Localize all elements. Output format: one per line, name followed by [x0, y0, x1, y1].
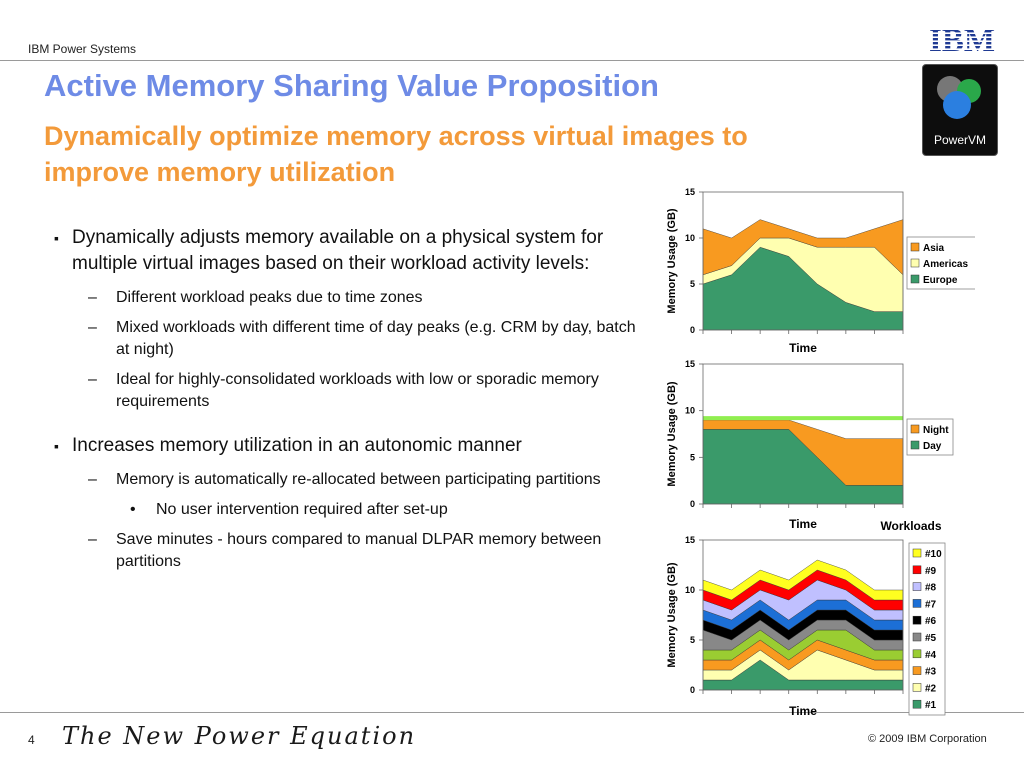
legend-swatch-n8	[912, 582, 922, 591]
bullet-2-1-1: No user intervention required after set-…	[52, 499, 652, 521]
legend-label-n7: #7	[925, 599, 937, 610]
ibm-logo-text: IBM	[929, 23, 995, 54]
y-axis-label: Memory Usage (GB)	[666, 562, 678, 667]
y-tick-label: 10	[685, 585, 695, 595]
y-tick-label: 15	[685, 535, 695, 545]
legend-label-Asia: Asia	[923, 243, 945, 254]
legend-label-n8: #8	[925, 583, 937, 594]
legend-swatch-n10	[912, 548, 922, 558]
bullet-2: Increases memory utilization in an auton…	[52, 433, 652, 459]
brand-label: IBM Power Systems	[28, 42, 137, 56]
y-tick-label: 15	[685, 359, 695, 369]
legend-swatch-n4	[912, 649, 922, 659]
x-axis-label: Time	[789, 704, 817, 718]
legend-swatch-n6	[912, 615, 922, 625]
footer-rule	[0, 712, 1024, 713]
legend-swatch-n2	[912, 683, 922, 692]
legend-swatch-Asia	[910, 242, 920, 252]
legend-swatch-Night	[910, 424, 920, 434]
y-tick-label: 5	[690, 279, 695, 289]
y-axis-label: Memory Usage (GB)	[666, 208, 678, 313]
bullet-gap	[52, 421, 652, 433]
legend-swatch-n1	[912, 699, 922, 709]
y-tick-label: 5	[690, 452, 695, 462]
x-axis-label: Time	[789, 341, 817, 355]
legend-label-n3: #3	[925, 667, 937, 678]
bullet-list: Dynamically adjusts memory available on …	[52, 225, 652, 581]
x-axis-label: Time	[789, 517, 817, 531]
plot-frame	[702, 191, 904, 331]
page-subtitle: Dynamically optimize memory across virtu…	[44, 121, 748, 187]
bullet-1: Dynamically adjusts memory available on …	[52, 225, 652, 277]
page-number: 4	[28, 733, 35, 747]
legend-label-n9: #9	[925, 566, 937, 577]
powervm-badge: PowerVM	[922, 64, 998, 156]
legend-swatch-n5	[912, 632, 922, 642]
bullet-2-1: Memory is automatically re-allocated bet…	[52, 469, 652, 491]
legend-label-n10: #10	[925, 549, 942, 560]
legend-swatch-n9	[912, 565, 922, 575]
tagline: The New Power Equation	[62, 722, 417, 750]
legend-swatch-n3	[912, 666, 922, 675]
bullet-1-1: Different workload peaks due to time zon…	[52, 287, 652, 309]
powervm-spheres-icon	[937, 76, 981, 119]
page-title: Active Memory Sharing Value Proposition	[44, 68, 659, 103]
legend-label-Europe: Europe	[923, 275, 958, 286]
legend-label-Day: Day	[923, 441, 942, 452]
y-tick-label: 5	[690, 635, 695, 645]
y-tick-label: 0	[690, 499, 695, 509]
bullet-1-3: Ideal for highly-consolidated workloads …	[52, 369, 652, 413]
legend-swatch-Day	[910, 440, 920, 450]
chart-regions: 0 5 10 15 Time Memory Usage (GB) Asia Americas E…	[666, 187, 975, 355]
legend-swatch-Europe	[910, 274, 920, 284]
ibm-logo-icon: IBM	[929, 23, 995, 54]
y-tick-label: 15	[685, 187, 695, 197]
legend-label-n2: #2	[925, 683, 937, 694]
legend-label-n6: #6	[925, 616, 937, 627]
bullet-2-2: Save minutes - hours compared to manual …	[52, 529, 652, 573]
plot-frame	[702, 539, 904, 691]
plot-frame	[702, 363, 904, 505]
legend-swatch-Americas	[910, 258, 920, 268]
legend-label-Night: Night	[923, 425, 949, 436]
bullet-1-2: Mixed workloads with different time of d…	[52, 317, 652, 361]
powervm-label: PowerVM	[933, 133, 986, 147]
legend-label-Americas: Americas	[923, 259, 968, 270]
legend-title: Workloads	[880, 519, 941, 533]
chart-day-night: 0 5 10 15 Time Memory Usage (GB) Night Day	[666, 359, 954, 531]
header-rule	[0, 60, 1024, 61]
y-tick-label: 0	[690, 685, 695, 695]
copyright: © 2009 IBM Corporation	[868, 733, 987, 745]
y-axis-label: Memory Usage (GB)	[666, 381, 678, 486]
y-tick-label: 10	[685, 406, 695, 416]
y-tick-label: 0	[690, 325, 695, 335]
legend-label-n4: #4	[925, 650, 937, 661]
chart-workloads: 0 5 10 15 Time Memory Usage (GB) #10 #9 #8 #7 #6 #5…	[666, 519, 946, 718]
y-tick-label: 10	[685, 233, 695, 243]
legend-label-n5: #5	[925, 633, 937, 644]
legend-label-n1: #1	[925, 700, 937, 711]
legend-swatch-n7	[912, 599, 922, 608]
